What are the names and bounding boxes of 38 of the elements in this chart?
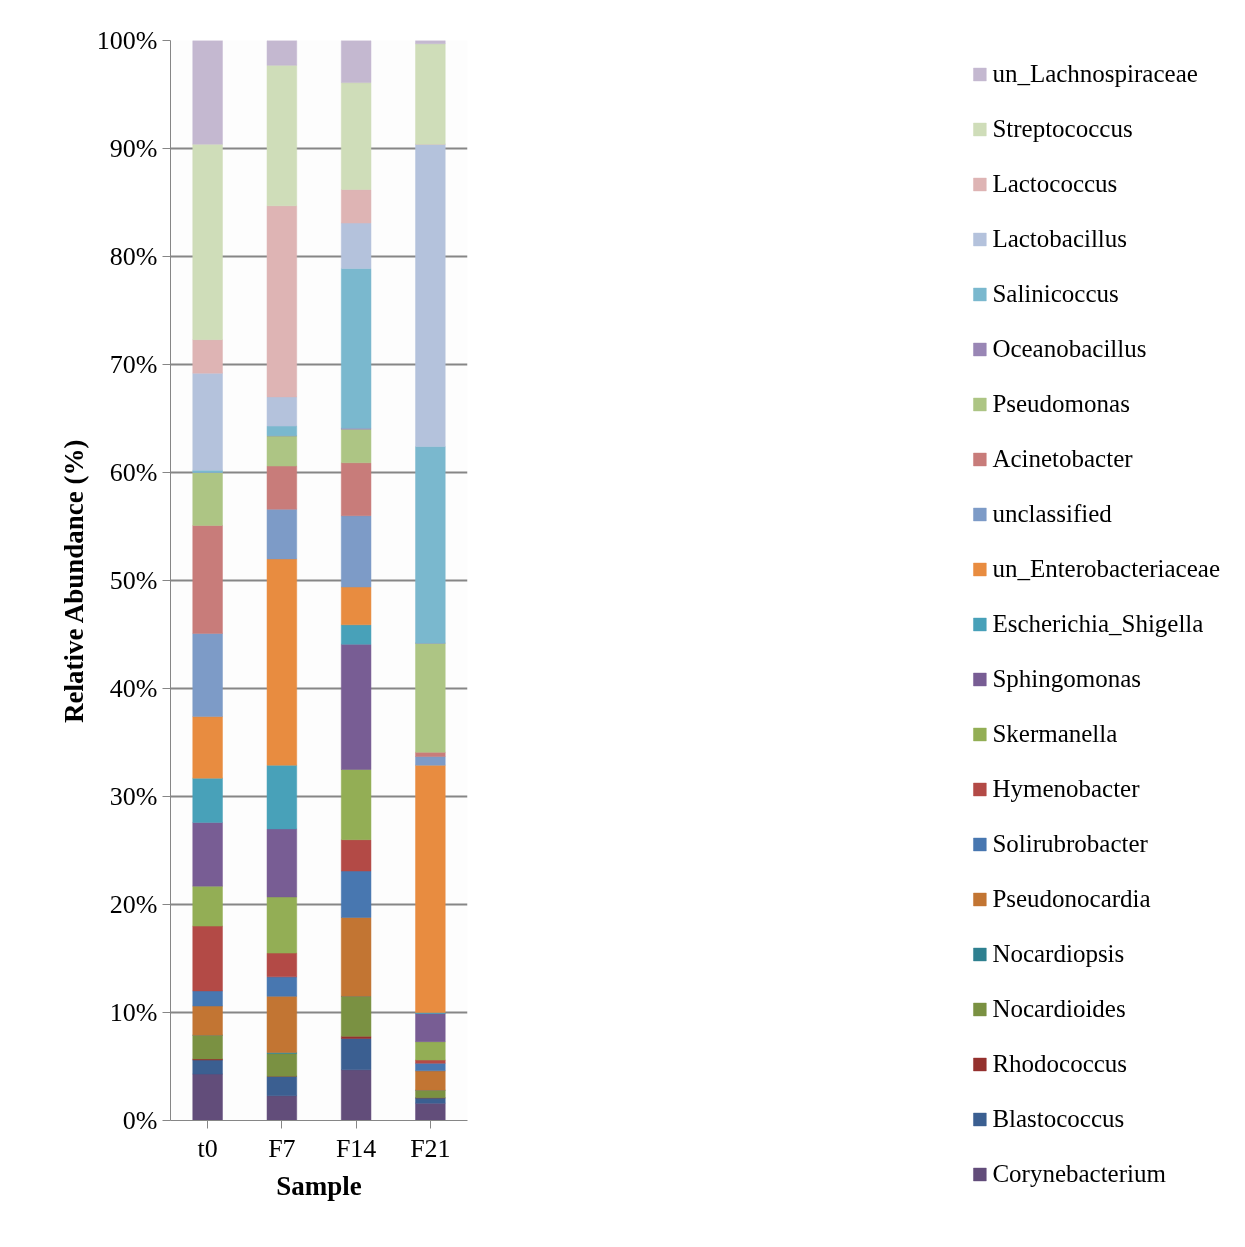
y-tick-label: 90% — [109, 134, 158, 163]
legend-label: Escherichia_Shigella — [992, 610, 1204, 638]
x-axis-title: Sample — [276, 1170, 362, 1201]
legend-label: Corynebacterium — [992, 1160, 1166, 1188]
legend-label: Streptococcus — [992, 115, 1133, 143]
y-tick-label: 40% — [109, 674, 158, 703]
x-tick-label: F14 — [335, 1133, 377, 1163]
legend-label: Skermanella — [992, 720, 1118, 748]
x-tick-label: F21 — [410, 1133, 451, 1163]
y-tick-label: 50% — [109, 566, 158, 595]
legend-label: Nocardiopsis — [992, 940, 1125, 968]
y-axis-title: Relative Abundance (%) — [58, 439, 89, 723]
y-tick-label: 80% — [109, 242, 158, 271]
legend-label: Salinicoccus — [992, 280, 1119, 308]
legend-label: un_Enterobacteriaceae — [992, 555, 1220, 583]
y-tick-label: 60% — [109, 458, 158, 487]
legend-label: un_Lachnospiraceae — [992, 60, 1198, 88]
legend-label: Pseudomonas — [992, 390, 1130, 418]
y-tick-label: 10% — [109, 998, 158, 1027]
legend-label: Solirubrobacter — [992, 830, 1148, 858]
legend-label: Acinetobacter — [992, 445, 1133, 473]
x-tick-label: t0 — [197, 1133, 218, 1163]
legend-label: Pseudonocardia — [992, 885, 1151, 913]
legend-label: Lactococcus — [992, 170, 1118, 198]
legend-label: Oceanobacillus — [992, 335, 1147, 363]
x-tick-label: F7 — [268, 1133, 296, 1163]
y-tick-label: 30% — [109, 782, 158, 811]
y-tick-label: 0% — [122, 1106, 158, 1135]
legend-label: Blastococcus — [992, 1105, 1125, 1133]
legend-label: Rhodococcus — [992, 1050, 1128, 1078]
legend-label: Sphingomonas — [992, 665, 1141, 693]
y-tick-label: 100% — [96, 26, 158, 55]
legend-label: Hymenobacter — [992, 775, 1140, 803]
y-tick-label: 70% — [109, 350, 158, 379]
legend-label: unclassified — [992, 500, 1112, 528]
legend-label: Lactobacillus — [992, 225, 1128, 253]
legend-label: Nocardioides — [992, 995, 1126, 1023]
y-tick-label: 20% — [109, 890, 158, 919]
